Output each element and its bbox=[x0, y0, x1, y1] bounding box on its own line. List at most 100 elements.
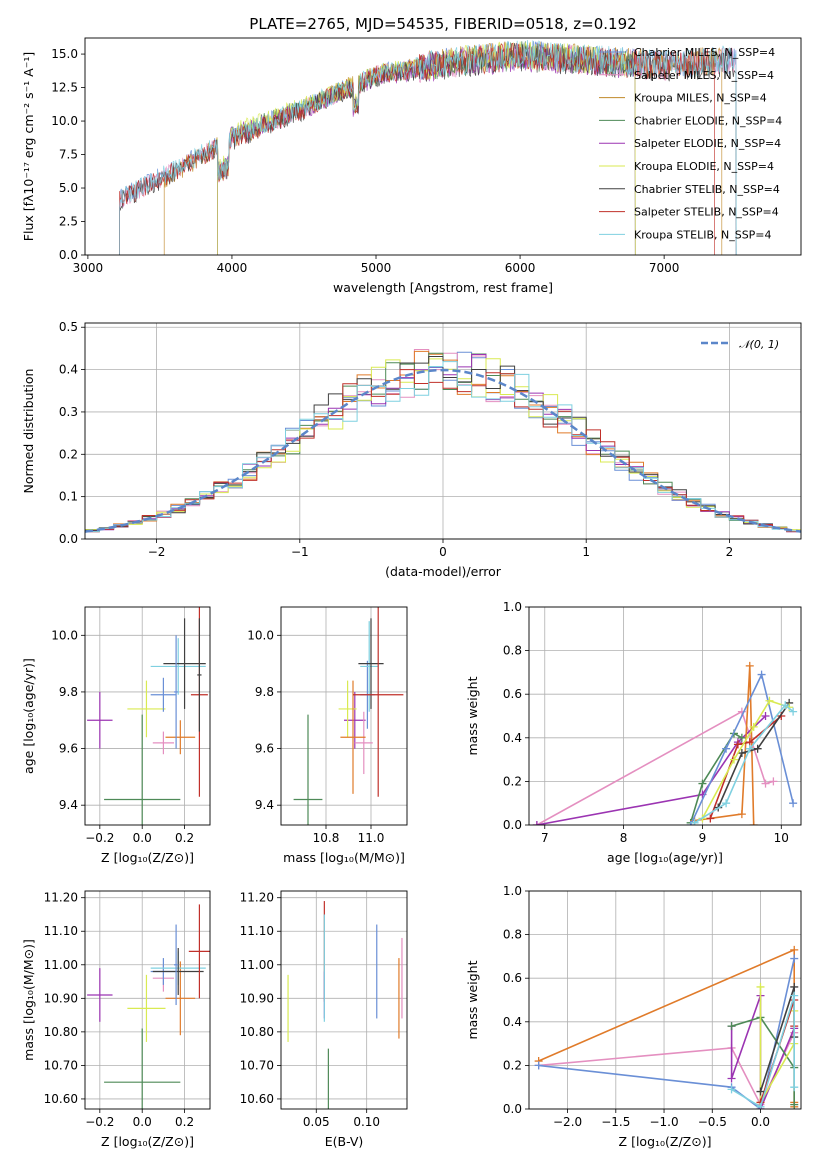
weight-marker bbox=[532, 821, 541, 825]
plot-area bbox=[293, 607, 404, 825]
x-tick-label: 0.05 bbox=[303, 1115, 330, 1129]
y-axis-label: Flux [fλ10⁻¹⁷ erg cm⁻² s⁻¹ A⁻¹] bbox=[21, 52, 36, 241]
y-tick-label: 12.5 bbox=[51, 81, 78, 95]
x-tick-label: 7000 bbox=[649, 261, 680, 275]
plot-area bbox=[119, 39, 737, 255]
errorbar-point bbox=[127, 974, 166, 1042]
y-tick-label: 10.70 bbox=[240, 1058, 274, 1072]
y-tick-label: 0.3 bbox=[59, 405, 78, 419]
y-tick-label: 9.8 bbox=[255, 685, 274, 699]
chart-title: PLATE=2765, MJD=54535, FIBERID=0518, z=0… bbox=[249, 15, 636, 33]
y-tick-label: 0.0 bbox=[59, 248, 78, 262]
y-tick-label: 0.8 bbox=[503, 928, 522, 942]
grid-lines bbox=[281, 891, 407, 1109]
x-tick-label: 0.0 bbox=[133, 831, 152, 845]
y-tick-label: 0.1 bbox=[59, 490, 78, 504]
weight-marker bbox=[698, 779, 707, 788]
x-axis-label: age [log₁₀(age/yr)] bbox=[607, 850, 723, 865]
y-tick-label: 10.0 bbox=[51, 114, 78, 128]
x-tick-label: 11.0 bbox=[358, 831, 385, 845]
plot-area bbox=[532, 661, 798, 825]
y-tick-label: 0.0 bbox=[59, 532, 78, 546]
weight-marker bbox=[534, 1061, 543, 1070]
legend-label: Salpeter STELIB, N_SSP=4 bbox=[634, 206, 779, 219]
y-tick-label: 11.10 bbox=[44, 924, 78, 938]
errorbar-point bbox=[293, 714, 323, 825]
axes-frame bbox=[280, 606, 408, 826]
y-tick-label: 0.0 bbox=[503, 1102, 522, 1116]
errorbar-point bbox=[87, 691, 113, 749]
x-tick-label: 10 bbox=[774, 831, 789, 845]
weight-marker bbox=[790, 982, 799, 991]
x-tick-label: 4000 bbox=[217, 261, 248, 275]
x-tick-label: 9 bbox=[699, 831, 707, 845]
x-tick-label: 3000 bbox=[73, 261, 104, 275]
errorbar-point bbox=[173, 635, 179, 749]
weight-series bbox=[727, 991, 799, 1109]
age-vs-metallicity-panel: −0.2 0.0 0.2 9.4 9.6 9.8 10.0 Z [log₁₀(Z/Z⊙)] ag… bbox=[21, 606, 211, 865]
weight-line bbox=[694, 665, 755, 825]
x-axis-label: mass [log₁₀(M/M⊙)] bbox=[283, 850, 405, 865]
mass-vs-metallicity-panel: −0.2 0.0 0.2 10.60 10.70 10.80 10.90 11.00 11.10… bbox=[21, 890, 211, 1149]
y-axis-label: age [log₁₀(age/yr)] bbox=[21, 658, 36, 774]
errorbar-point bbox=[173, 924, 179, 1006]
plot-area bbox=[87, 904, 210, 1109]
errorbar-point bbox=[165, 720, 196, 755]
axes-frame bbox=[84, 606, 211, 826]
weight-marker bbox=[749, 722, 758, 731]
weight-marker bbox=[790, 1100, 799, 1109]
mass-weight-vs-age-panel: 7 8 9 10 0.0 0.2 0.4 0.6 0.8 1.0 age [log₁₀(age/yr… bbox=[465, 600, 802, 865]
errorbar-point bbox=[87, 968, 113, 1022]
errorbar-point bbox=[150, 677, 177, 712]
weight-marker bbox=[757, 670, 766, 679]
grid-lines bbox=[85, 891, 210, 1109]
errorbar-point bbox=[340, 680, 366, 794]
y-tick-label: 0.5 bbox=[59, 320, 78, 334]
x-axis-label: wavelength [Angstrom, rest frame] bbox=[333, 280, 553, 295]
weight-marker bbox=[733, 740, 742, 749]
weight-series bbox=[686, 670, 798, 825]
histogram-steps bbox=[85, 361, 801, 533]
mass-weight-vs-metallicity-panel: −2.0 −1.5 −1.0 −0.5 0.0 0.0 0.2 0.4 0.6 0.8 1.0 Z [… bbox=[465, 884, 802, 1149]
weight-marker bbox=[790, 1083, 799, 1092]
weight-marker bbox=[722, 744, 731, 753]
y-tick-label: 11.20 bbox=[44, 891, 78, 905]
y-tick-label: 15.0 bbox=[51, 47, 78, 61]
y-tick-label: 0.6 bbox=[503, 971, 522, 985]
errorbar-point bbox=[104, 714, 181, 825]
weight-marker bbox=[790, 991, 799, 1000]
y-tick-label: 10.0 bbox=[247, 628, 274, 642]
plot-area bbox=[287, 901, 403, 1109]
y-tick-label: 9.8 bbox=[59, 685, 78, 699]
weight-marker bbox=[729, 755, 738, 764]
weight-marker bbox=[761, 712, 770, 720]
y-tick-label: 10.60 bbox=[240, 1092, 274, 1106]
y-tick-label: 11.00 bbox=[44, 958, 78, 972]
errorbar-point bbox=[354, 711, 373, 775]
x-tick-label: 0.2 bbox=[175, 1115, 194, 1129]
y-tick-label: 10.90 bbox=[240, 991, 274, 1005]
weight-marker bbox=[690, 818, 699, 825]
weight-marker bbox=[761, 779, 770, 788]
x-tick-label: −1.0 bbox=[649, 1115, 678, 1129]
y-tick-label: 11.20 bbox=[240, 891, 274, 905]
errorbar-point bbox=[104, 1028, 181, 1109]
x-tick-label: 6000 bbox=[505, 261, 536, 275]
y-tick-label: 7.5 bbox=[59, 148, 78, 162]
weight-marker bbox=[749, 821, 758, 825]
spectrum-panel: 3000 4000 5000 6000 7000 0.0 2.5 5.0 7.5 10.0 12.5… bbox=[21, 15, 802, 295]
y-tick-label: 0.4 bbox=[503, 731, 522, 745]
legend-label: Chabrier MILES, N_SSP=4 bbox=[634, 46, 775, 59]
x-tick-label: 0.0 bbox=[133, 1115, 152, 1129]
weight-line bbox=[731, 995, 795, 1109]
plot-area bbox=[87, 607, 208, 825]
errorbar-point bbox=[338, 680, 357, 738]
y-tick-label: 10.80 bbox=[240, 1025, 274, 1039]
y-tick-label: 1.0 bbox=[503, 884, 522, 898]
x-tick-label: 1 bbox=[582, 545, 590, 559]
y-tick-label: 1.0 bbox=[503, 600, 522, 614]
grid-lines bbox=[529, 890, 801, 1110]
residual-histogram-panel: −2 −1 0 1 2 0.0 0.1 0.2 0.3 0.4 0.5 (data-model)/er… bbox=[21, 320, 802, 579]
weight-marker bbox=[737, 749, 746, 758]
weight-marker bbox=[753, 744, 762, 753]
